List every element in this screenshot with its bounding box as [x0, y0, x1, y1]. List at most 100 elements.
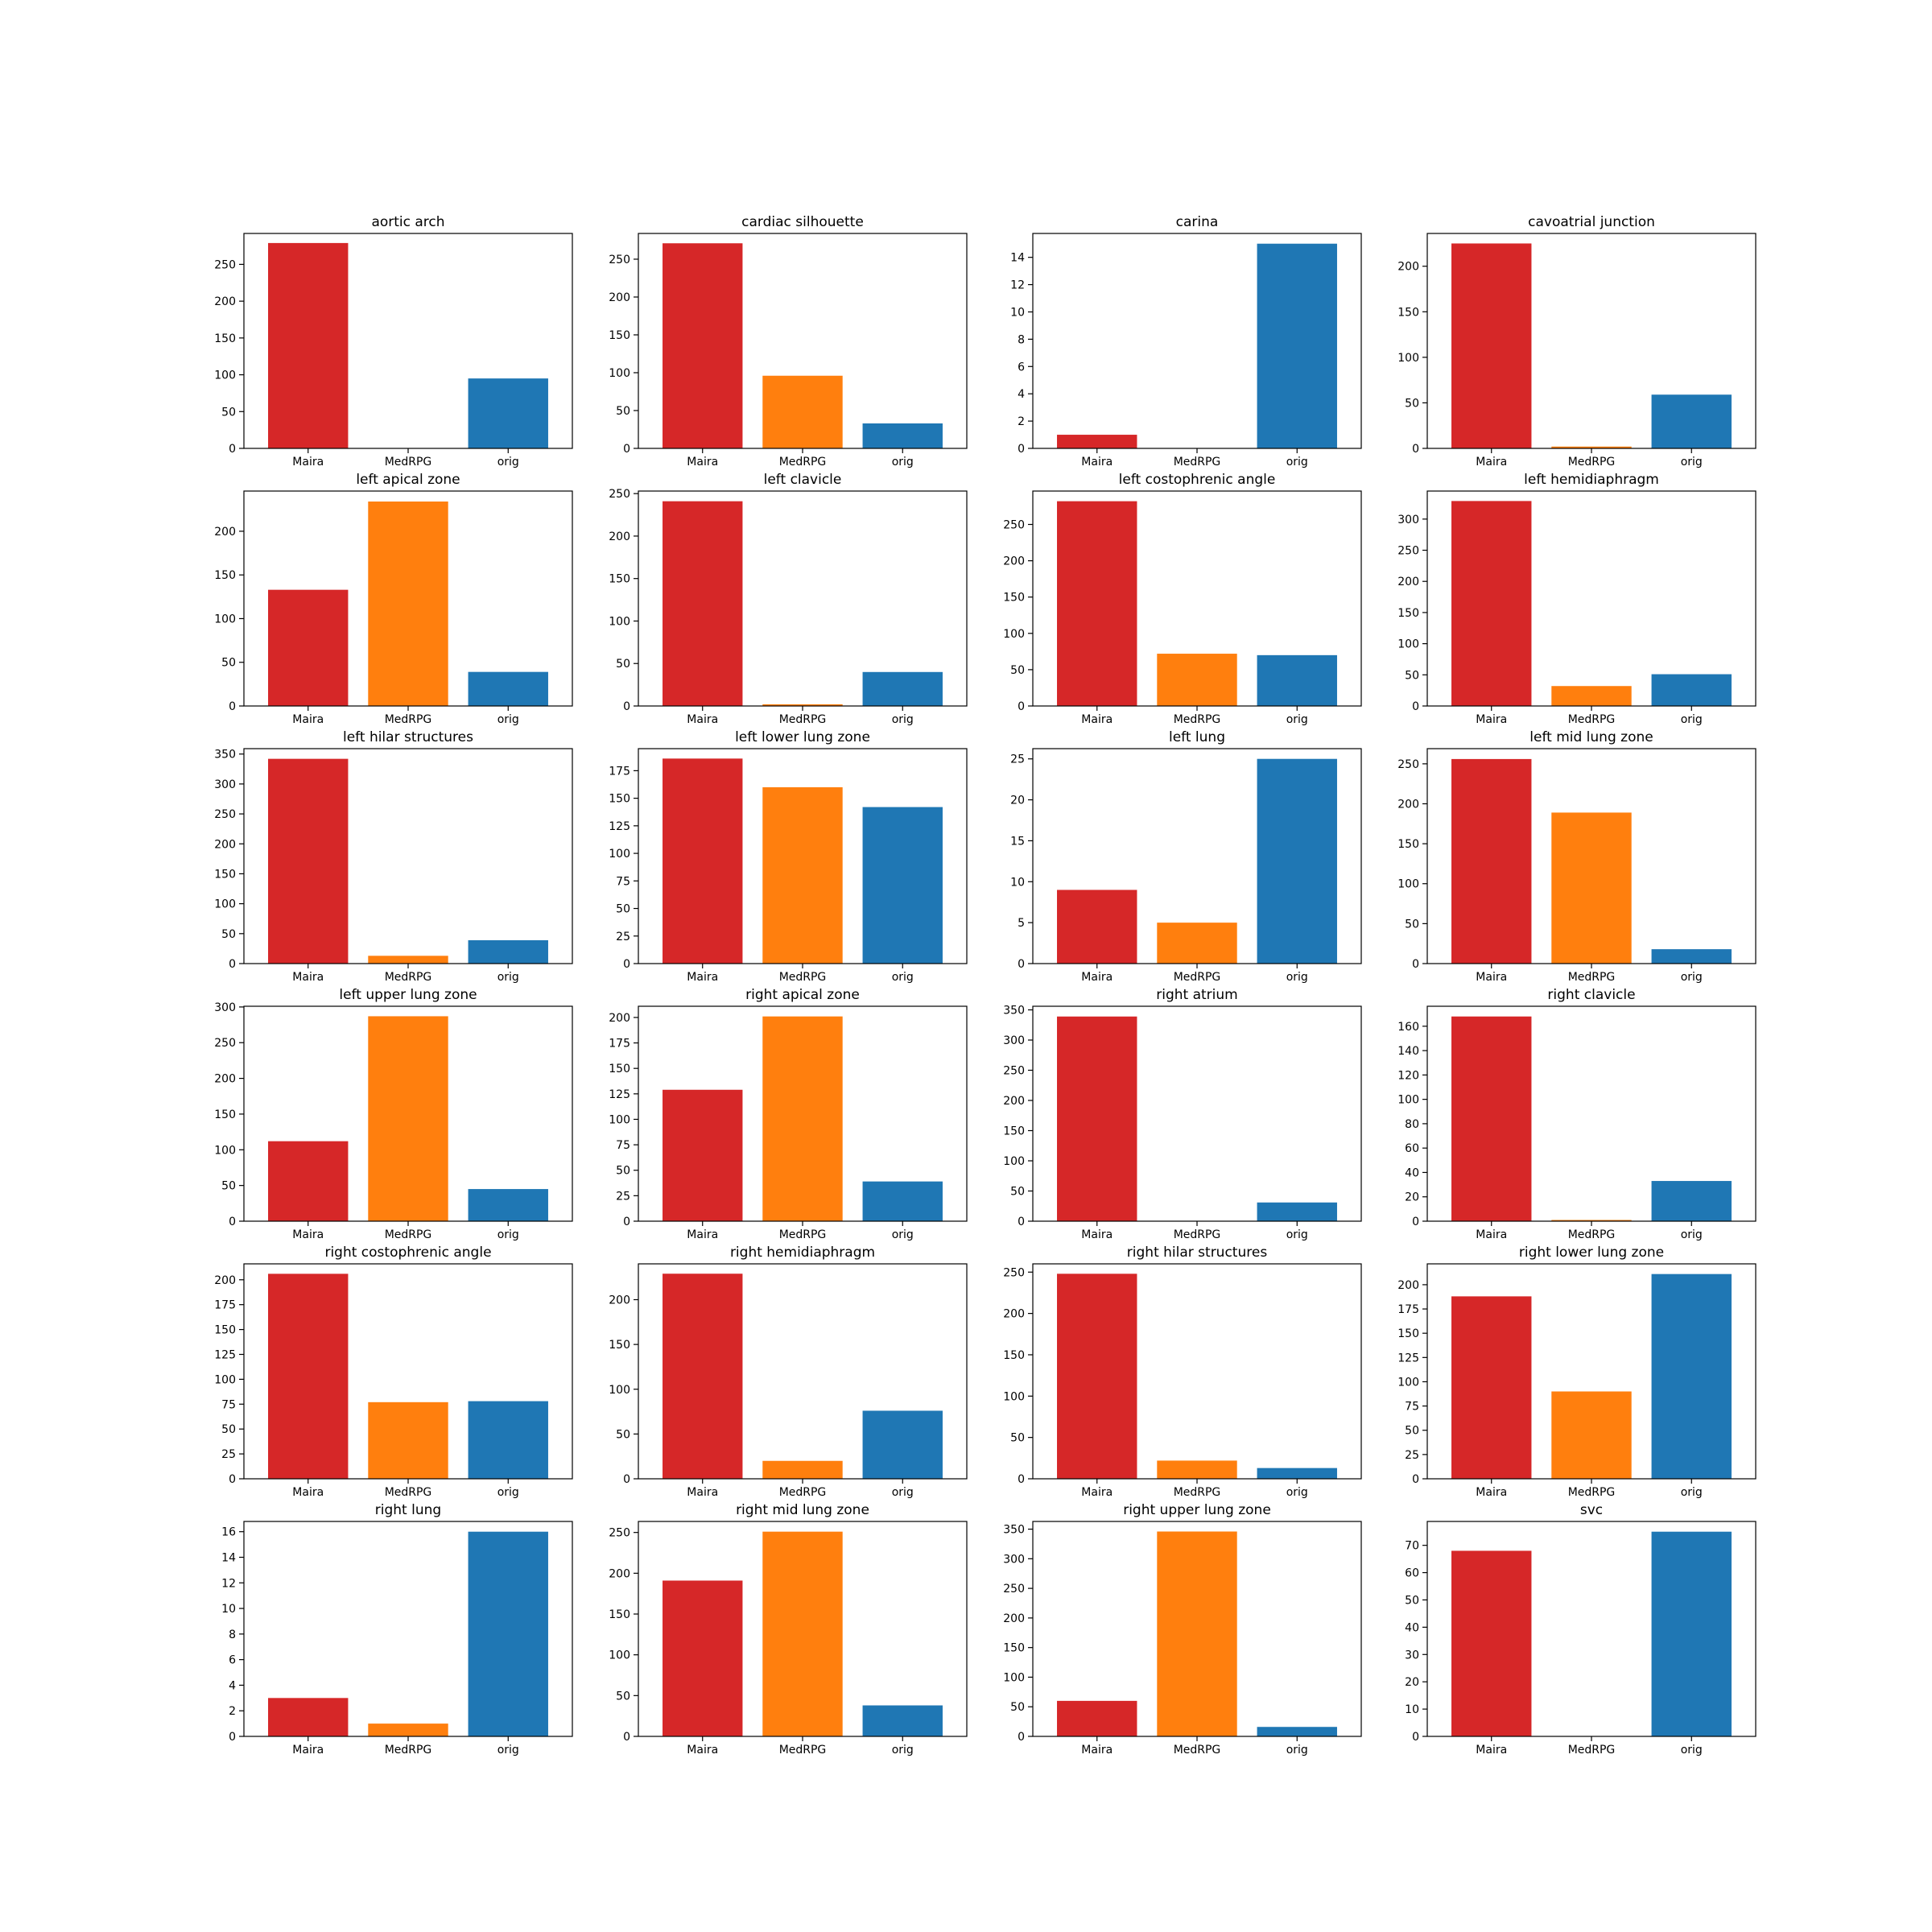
y-tick-label: 100 — [1003, 1671, 1025, 1684]
x-tick-label: MedRPG — [1174, 971, 1221, 984]
bar-medrpg — [1551, 812, 1632, 964]
y-tick-label: 75 — [221, 1398, 236, 1411]
y-tick-label: 250 — [609, 1527, 630, 1540]
bar-maira — [1057, 1274, 1137, 1479]
y-tick-label: 100 — [1003, 1155, 1025, 1168]
y-tick-label: 120 — [1397, 1069, 1419, 1082]
x-tick-label: MedRPG — [1174, 1486, 1221, 1499]
x-tick-label: MedRPG — [1174, 456, 1221, 469]
subplot: right lower lung zone 0 25 50 75 100 125 150 175… — [1397, 1245, 1757, 1499]
y-tick-label: 40 — [1405, 1166, 1419, 1179]
y-tick-label: 300 — [214, 1001, 236, 1014]
x-tick-label: MedRPG — [1568, 456, 1616, 469]
y-tick-label: 125 — [1397, 1352, 1419, 1364]
bar-orig — [1651, 949, 1732, 964]
bar-medrpg — [1157, 923, 1237, 964]
y-tick-label: 0 — [623, 1473, 630, 1486]
y-tick-label: 140 — [1397, 1045, 1419, 1058]
y-tick-label: 10 — [1010, 306, 1025, 319]
y-tick-label: 150 — [1003, 592, 1025, 605]
y-tick-label: 50 — [616, 1428, 630, 1441]
subplot: left clavicle 0 50 100 150 200 250 Maira MedRPG o… — [609, 472, 968, 726]
y-tick-label: 125 — [609, 1088, 630, 1101]
y-tick-label: 100 — [1397, 638, 1419, 651]
subplot: cavoatrial junction 0 50 100 150 200 Maira MedR… — [1397, 214, 1757, 469]
y-tick-label: 200 — [609, 291, 630, 304]
x-tick-label: orig — [892, 1486, 914, 1499]
y-tick-label: 200 — [1003, 1095, 1025, 1108]
y-tick-label: 50 — [616, 1165, 630, 1178]
x-tick-label: Maira — [687, 971, 718, 984]
bar-maira — [1057, 1016, 1137, 1221]
bar-maira — [1451, 1550, 1532, 1736]
x-tick-label: Maira — [687, 713, 718, 726]
y-tick-label: 0 — [623, 1731, 630, 1744]
x-tick-label: MedRPG — [385, 1744, 432, 1757]
bar-maira — [1057, 435, 1137, 448]
y-tick-label: 250 — [1003, 518, 1025, 531]
x-tick-label: Maira — [1476, 456, 1507, 469]
bar-orig — [862, 1181, 943, 1221]
y-tick-label: 300 — [214, 778, 236, 791]
subplot: right atrium 0 50 100 150 200 250 300 350 Maira Me… — [1003, 987, 1362, 1241]
y-tick-label: 0 — [229, 1731, 236, 1744]
bar-orig — [1651, 1181, 1732, 1221]
bar-orig — [862, 1705, 943, 1736]
bar-orig — [1257, 243, 1337, 448]
y-tick-label: 100 — [1003, 1390, 1025, 1403]
y-tick-label: 100 — [1397, 1094, 1419, 1107]
x-tick-label: Maira — [1081, 1486, 1113, 1499]
subplot-title: left clavicle — [764, 472, 842, 488]
y-tick-label: 0 — [1018, 958, 1025, 971]
y-tick-label: 200 — [214, 838, 236, 851]
y-tick-label: 100 — [609, 1113, 630, 1126]
y-tick-label: 0 — [229, 1473, 236, 1486]
y-tick-label: 250 — [214, 258, 236, 271]
subplot-title: right hilar structures — [1127, 1245, 1268, 1261]
y-tick-label: 0 — [1412, 700, 1419, 713]
x-tick-label: orig — [1681, 1486, 1703, 1499]
bar-maira — [663, 243, 743, 448]
y-tick-label: 50 — [1010, 1432, 1025, 1445]
subplot-title: left lower lung zone — [735, 729, 870, 745]
y-tick-label: 2 — [229, 1705, 236, 1718]
subplot-title: right apical zone — [745, 987, 860, 1003]
subplot: left lung 0 5 10 15 20 25 Maira MedRPG orig — [1010, 729, 1362, 984]
x-tick-label: orig — [1681, 1744, 1703, 1757]
bar-orig — [468, 378, 548, 448]
bar-medrpg — [1157, 1460, 1237, 1479]
bar-orig — [1651, 394, 1732, 448]
y-tick-label: 100 — [609, 848, 630, 861]
bar-orig — [1257, 1202, 1337, 1221]
y-tick-label: 10 — [1010, 876, 1025, 889]
bar-maira — [663, 1580, 743, 1736]
y-tick-label: 250 — [1003, 1583, 1025, 1596]
y-tick-label: 50 — [221, 1423, 236, 1436]
x-tick-label: Maira — [292, 1744, 324, 1757]
bar-medrpg — [368, 1016, 448, 1221]
y-tick-label: 70 — [1405, 1540, 1419, 1553]
subplot: left upper lung zone 0 50 100 150 200 250 300 Ma… — [214, 987, 573, 1241]
y-tick-label: 6 — [229, 1654, 236, 1667]
y-tick-label: 300 — [1397, 514, 1419, 526]
x-tick-label: Maira — [1476, 1744, 1507, 1757]
y-tick-label: 125 — [609, 820, 630, 833]
y-tick-label: 175 — [1397, 1303, 1419, 1316]
y-tick-label: 300 — [1003, 1034, 1025, 1047]
y-tick-label: 10 — [221, 1603, 236, 1616]
x-tick-label: MedRPG — [779, 456, 827, 469]
x-tick-label: Maira — [687, 456, 718, 469]
y-tick-label: 25 — [616, 1190, 630, 1203]
subplot: left lower lung zone 0 25 50 75 100 125 150 175 M… — [609, 729, 968, 984]
y-tick-label: 150 — [1397, 306, 1419, 319]
x-tick-label: orig — [1286, 1228, 1308, 1241]
x-tick-label: MedRPG — [1568, 1486, 1616, 1499]
bar-orig — [468, 1531, 548, 1736]
y-tick-label: 0 — [623, 443, 630, 456]
x-tick-label: orig — [892, 456, 914, 469]
bar-orig — [468, 1401, 548, 1479]
subplot-title: right lung — [375, 1502, 441, 1518]
x-tick-label: Maira — [687, 1486, 718, 1499]
y-tick-label: 150 — [1003, 1642, 1025, 1655]
y-tick-label: 250 — [1003, 1065, 1025, 1078]
